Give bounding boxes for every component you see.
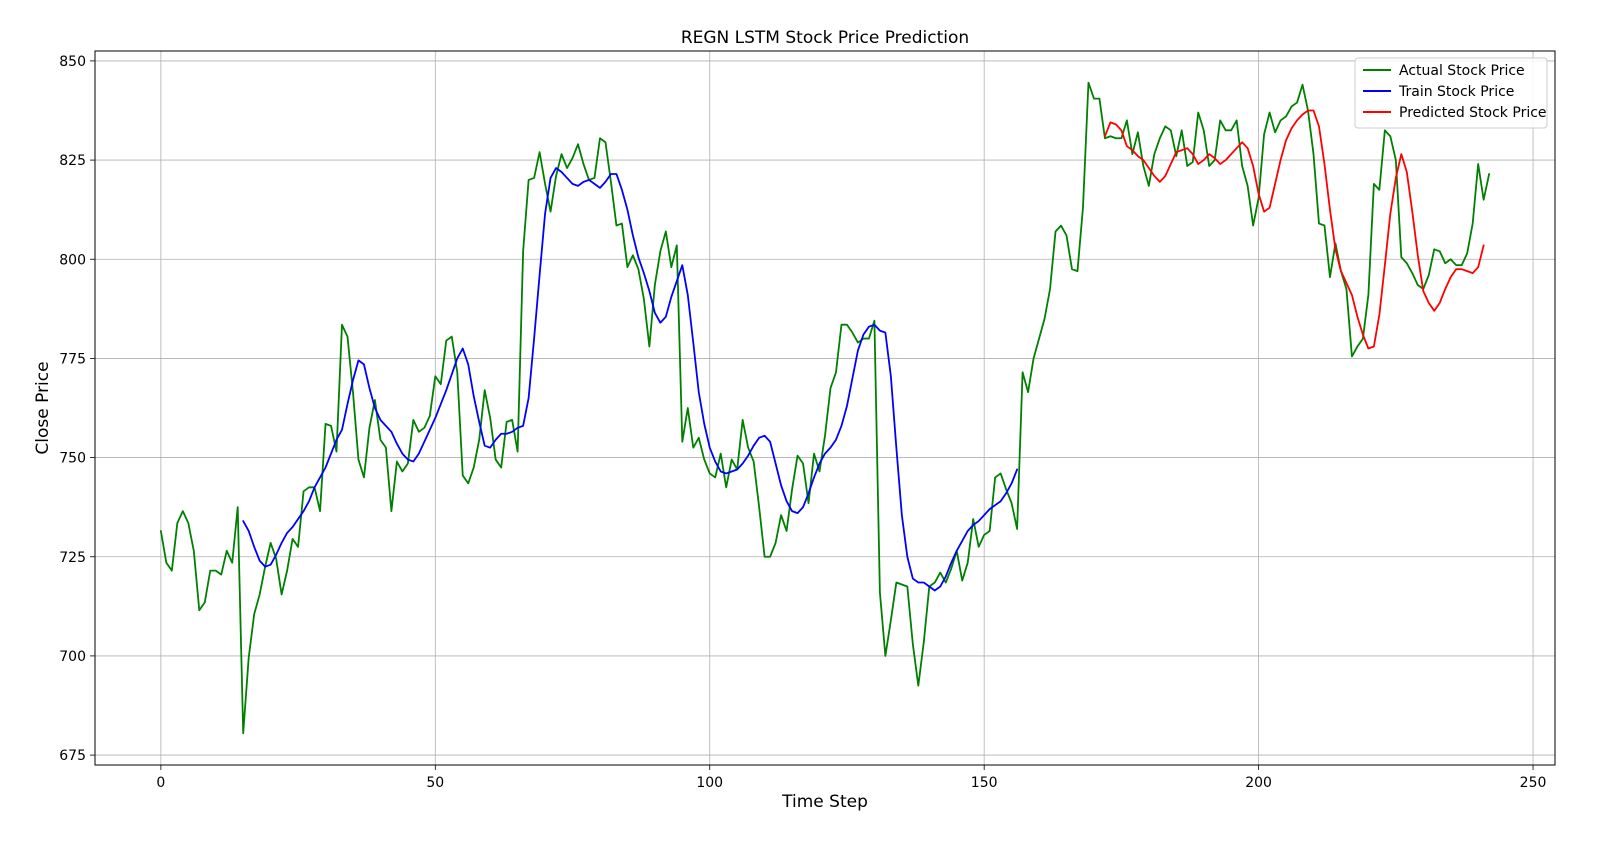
x-axis-title: Time Step	[781, 792, 868, 812]
axis-ticks: 0 50 100 150 200 250 675 700 725 750 775 800 825 850	[59, 54, 1546, 791]
legend-label-actual-stock-price: Actual Stock Price	[1399, 63, 1525, 79]
x-tick-label: 50	[426, 775, 444, 791]
x-tick-label: 250	[1520, 775, 1547, 791]
legend-items: Actual Stock Price Train Stock Price Predi…	[1363, 63, 1547, 121]
y-tick-label: 725	[59, 550, 86, 566]
predicted-stock-price-line	[1104, 109, 1485, 350]
x-tick-label: 100	[696, 775, 723, 791]
legend: Actual Stock Price Train Stock Price Predi…	[1354, 57, 1548, 129]
chart-title: REGN LSTM Stock Price Prediction	[681, 28, 969, 48]
legend-box	[1354, 57, 1548, 129]
plot-frame	[94, 50, 1556, 766]
train-stock-price-line	[242, 167, 1019, 592]
y-axis-title: Close Price	[33, 361, 53, 454]
y-tick-label: 775	[59, 351, 86, 367]
x-tick-label: 200	[1245, 775, 1272, 791]
y-tick-label: 850	[59, 54, 86, 70]
y-tick-label: 750	[59, 451, 86, 467]
y-tick-label: 825	[59, 153, 86, 169]
y-tick-label: 700	[59, 649, 86, 665]
grid	[95, 51, 1555, 765]
series-lines	[159, 81, 1491, 735]
legend-label-train-stock-price: Train Stock Price	[1398, 84, 1514, 100]
y-tick-label: 675	[59, 748, 86, 764]
y-tick-label: 800	[59, 252, 86, 268]
x-tick-label: 0	[156, 775, 165, 791]
actual-stock-price-line	[159, 81, 1491, 735]
legend-label-predicted-stock-price: Predicted Stock Price	[1399, 105, 1547, 121]
x-tick-label: 150	[971, 775, 998, 791]
